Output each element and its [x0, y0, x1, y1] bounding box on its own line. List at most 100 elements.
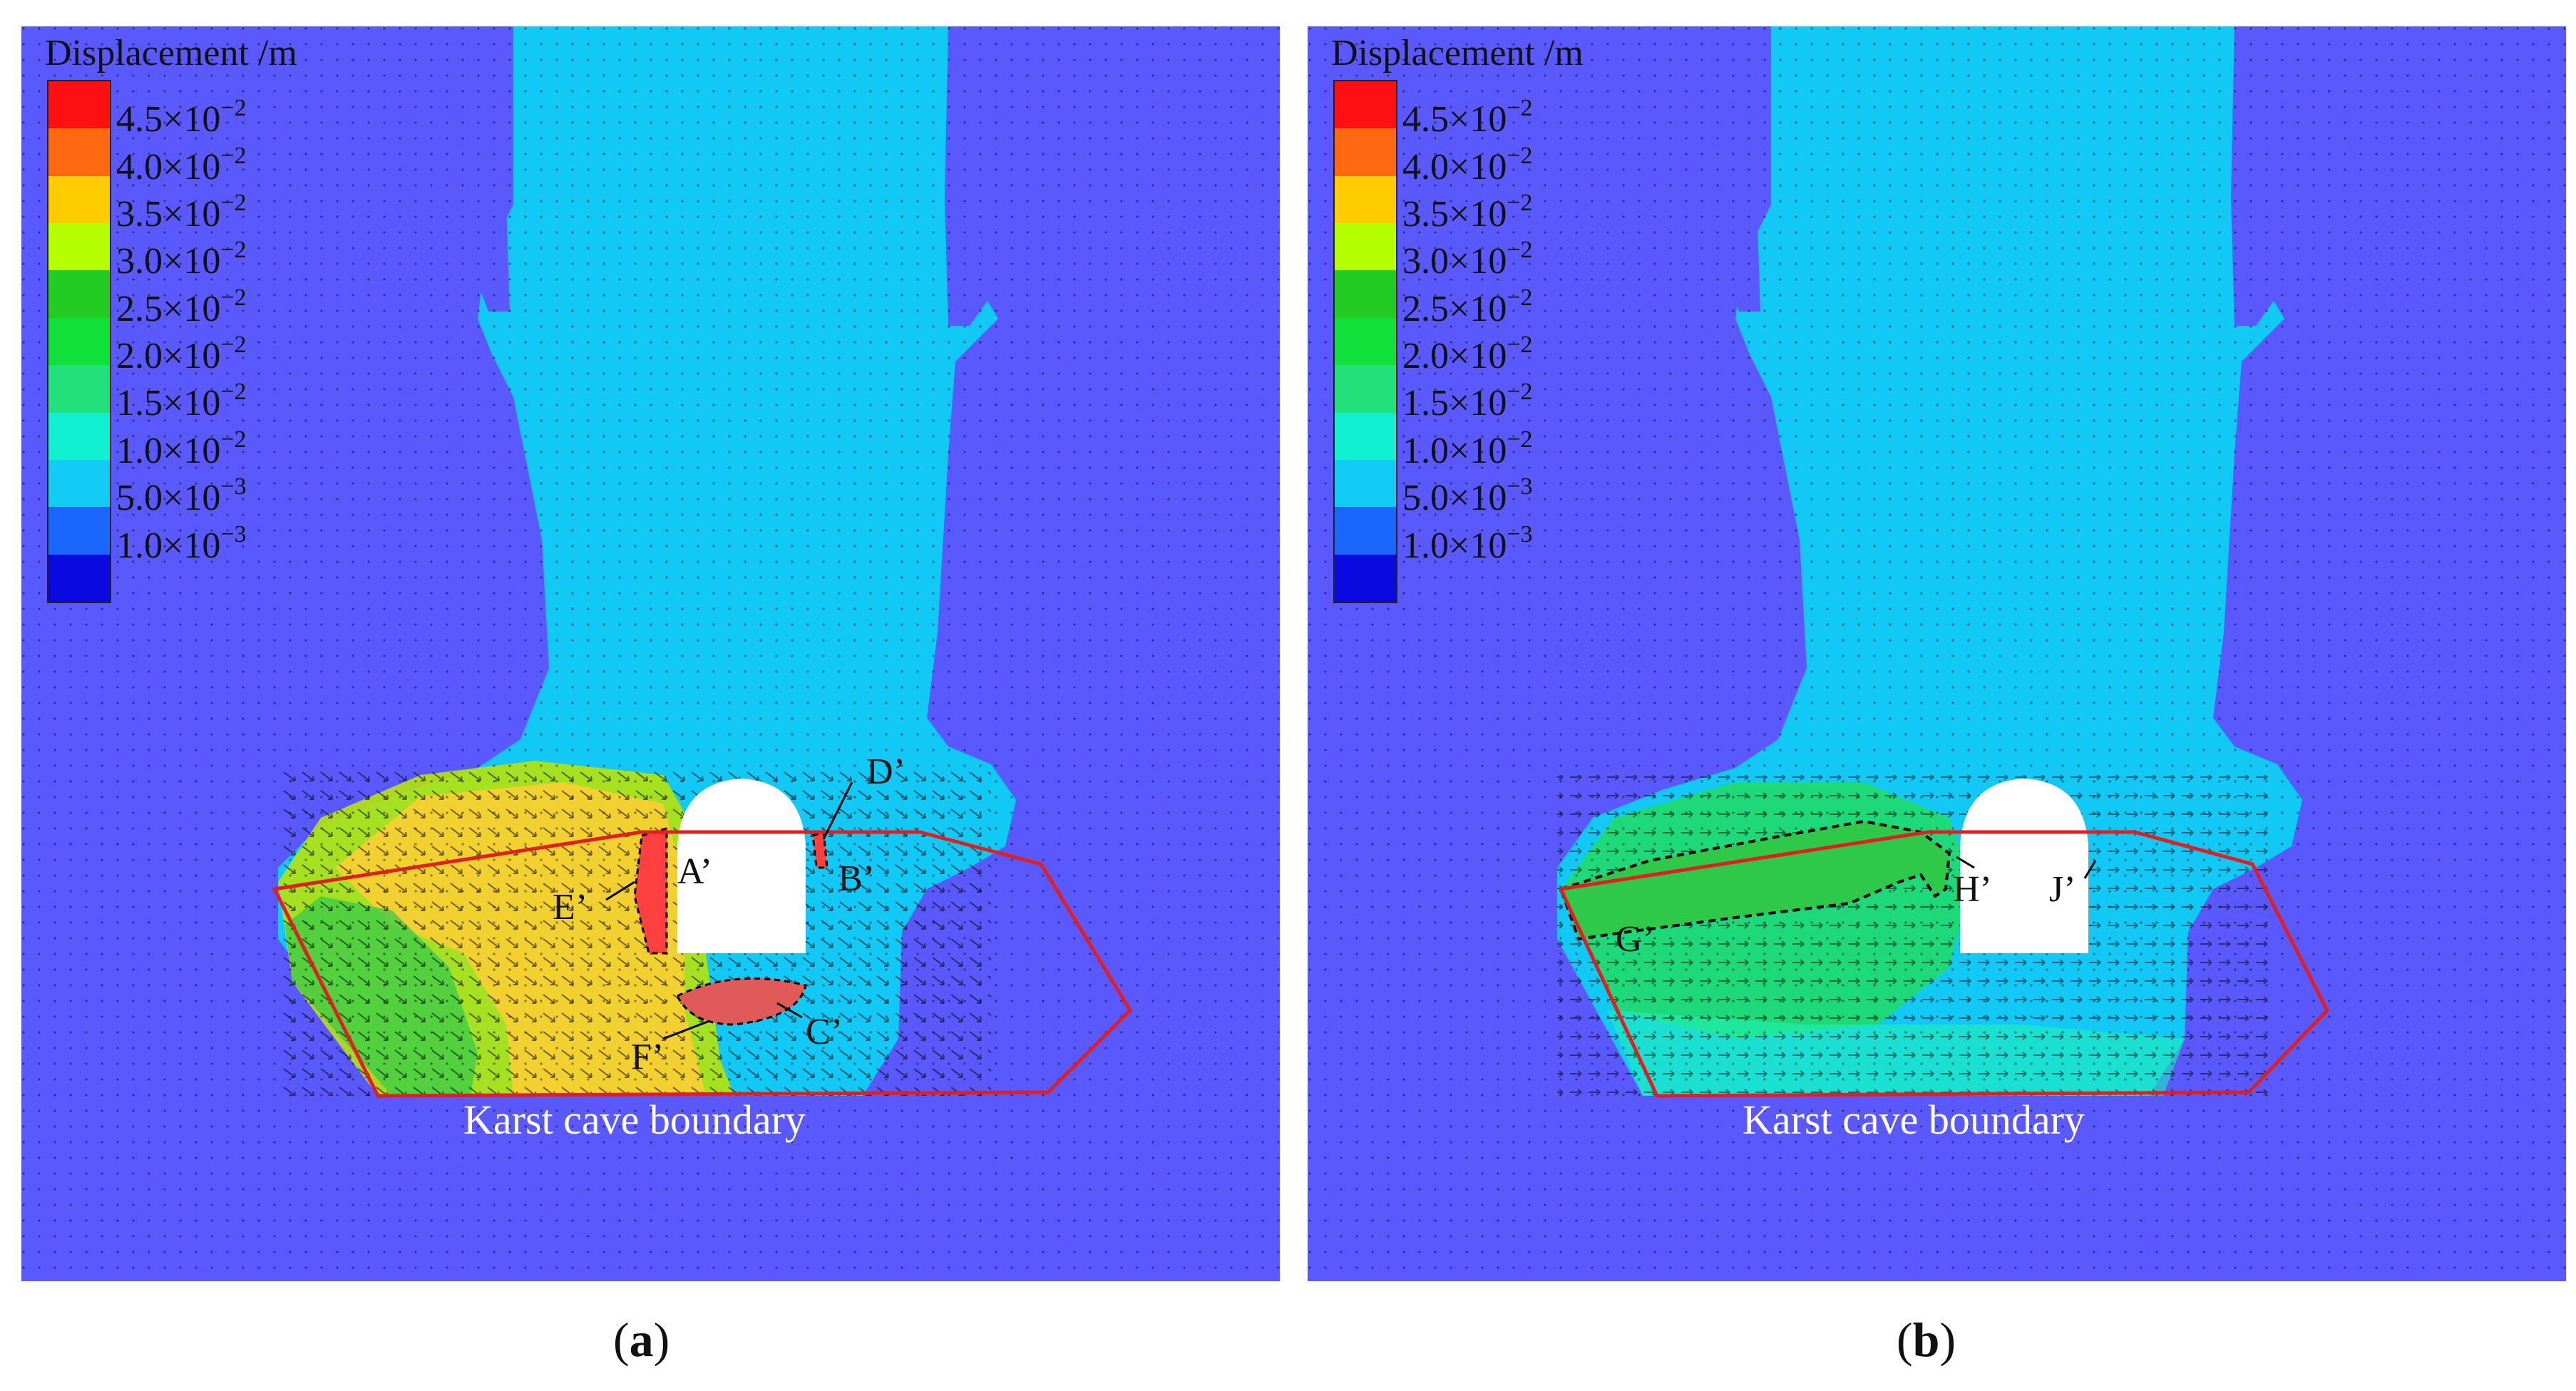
legend-label-exponent: −2 [1507, 189, 1533, 216]
legend-label-mantissa: 3.0×10 [1402, 241, 1507, 282]
legend-label-exponent: −3 [1507, 473, 1533, 501]
legend-label: 4.5×10−2 [1402, 96, 1533, 138]
legend-label-mantissa: 3.5×10 [1402, 193, 1507, 235]
legend-colorbar-a [47, 80, 111, 603]
legend-label: 3.5×10−2 [1402, 189, 1533, 235]
legend-swatch [48, 317, 110, 366]
label-j-prime: J’ [2049, 869, 2076, 910]
legend-swatch [48, 554, 110, 602]
legend-swatch [1335, 554, 1396, 602]
legend-label-exponent: −2 [220, 379, 247, 406]
legend-label-exponent: −2 [1507, 379, 1533, 406]
displacement-contour-plot-b [1308, 26, 2566, 1281]
legend-swatch [48, 459, 110, 508]
label-d-prime: D’ [866, 751, 905, 792]
legend-label-exponent: −2 [1507, 95, 1533, 122]
legend-swatch [48, 270, 110, 319]
legend-label-mantissa: 5.0×10 [1402, 478, 1507, 519]
legend-label-mantissa: 2.0×10 [1402, 336, 1507, 377]
legend-label-mantissa: 2.5×10 [116, 288, 221, 329]
karst-cave-boundary [272, 830, 1133, 1098]
caption-b-letter: b [1912, 1313, 1940, 1367]
legend-label-mantissa: 4.0×10 [1402, 146, 1507, 188]
legend-swatch [1335, 507, 1396, 555]
legend-label-mantissa: 1.0×10 [116, 525, 221, 566]
boundary-label-a: Karst cave boundary [463, 1097, 806, 1143]
legend-label: 5.0×10−3 [116, 475, 247, 517]
legend-label: 2.0×10−2 [116, 333, 247, 375]
legend-label: 4.0×10−2 [1402, 142, 1533, 188]
legend-label: 5.0×10−3 [1402, 475, 1533, 517]
label-c-prime: C’ [806, 1012, 843, 1052]
legend-label-mantissa: 1.5×10 [1402, 383, 1507, 424]
legend-swatch [1335, 365, 1396, 414]
arrow-f [662, 1020, 710, 1040]
legend-label: 3.0×10−2 [1402, 238, 1533, 280]
legend-swatch [1335, 175, 1396, 224]
label-b-prime: B’ [838, 858, 875, 899]
legend-label-exponent: −2 [220, 95, 247, 122]
legend-label-mantissa: 3.5×10 [116, 193, 221, 235]
legend-label-exponent: −2 [220, 237, 247, 264]
panel-a: Displacement /m 4.5×10−2 4.0×10−2 3.5×10−2… [21, 26, 1280, 1281]
legend-swatch [48, 365, 110, 414]
legend-swatch [1335, 81, 1396, 129]
label-h-prime: H’ [1953, 869, 1992, 910]
failure-zone-g [1559, 819, 1951, 941]
legend-label: 2.0×10−2 [1402, 333, 1533, 375]
legend-label: 1.0×10−3 [1402, 520, 1533, 565]
legend-label: 1.0×10−3 [116, 520, 247, 566]
legend-label: 4.0×10−2 [116, 142, 247, 188]
legend-label: 3.0×10−2 [116, 238, 247, 280]
legend-swatch [1335, 270, 1396, 319]
legend-label-exponent: −3 [1507, 520, 1533, 548]
karst-cave-boundary [1558, 830, 2330, 1098]
legend-label-exponent: −2 [220, 284, 247, 311]
label-g-prime: G’ [1616, 919, 1655, 960]
displacement-contour-plot-a [21, 26, 1280, 1281]
legend-label-exponent: −3 [220, 520, 247, 548]
legend-swatch [1335, 317, 1396, 366]
legend-label-exponent: −2 [1507, 237, 1533, 264]
caption-a: (a) [613, 1313, 670, 1367]
legend-label-mantissa: 1.5×10 [116, 383, 221, 424]
legend-label-exponent: −2 [1507, 332, 1533, 359]
legend-label-mantissa: 4.5×10 [116, 99, 221, 140]
legend-title-a: Displacement /m [45, 33, 297, 73]
legend-swatch [48, 175, 110, 224]
legend-label: 2.5×10−2 [1402, 284, 1533, 328]
legend-label-exponent: −2 [220, 332, 247, 359]
caption-b: (b) [1897, 1313, 1956, 1367]
legend-label-mantissa: 1.0×10 [1402, 430, 1507, 471]
legend-swatch [48, 507, 110, 555]
arrow-h [1956, 856, 1975, 869]
tunnel-cavity [1960, 779, 2088, 953]
caption-a-letter: a [629, 1313, 654, 1367]
legend-label: 4.5×10−2 [116, 96, 247, 138]
legend-label: 1.0×10−2 [1402, 426, 1533, 471]
legend-label-mantissa: 4.5×10 [1402, 99, 1507, 140]
arrow-j [2083, 860, 2097, 879]
legend-label-exponent: −2 [1507, 142, 1533, 169]
panel-b: Displacement /m 4.5×10−2 4.0×10−2 3.5×10−2… [1308, 26, 2566, 1281]
legend-label-mantissa: 4.0×10 [116, 146, 221, 188]
dot-field [1308, 26, 2566, 1281]
legend-swatch [48, 128, 110, 177]
legend-label-exponent: −2 [1507, 426, 1533, 453]
legend-label-mantissa: 1.0×10 [116, 430, 221, 471]
legend-label-exponent: −2 [220, 142, 247, 169]
failure-zone-c [675, 977, 807, 1026]
legend-label-exponent: −2 [1507, 284, 1533, 311]
legend-label-exponent: −3 [220, 473, 247, 501]
legend-colorbar-b [1333, 80, 1397, 603]
legend-swatch [1335, 459, 1396, 508]
legend-label: 1.5×10−2 [1402, 380, 1533, 422]
boundary-label-b: Karst cave boundary [1743, 1097, 2085, 1143]
failure-zone-b [811, 830, 828, 869]
legend-swatch [48, 223, 110, 271]
arrow-d [822, 781, 853, 840]
legend-label-mantissa: 3.0×10 [116, 241, 221, 282]
legend-label: 3.5×10−2 [116, 190, 247, 235]
legend-label: 1.5×10−2 [116, 380, 247, 422]
label-a-prime: A’ [677, 851, 713, 892]
